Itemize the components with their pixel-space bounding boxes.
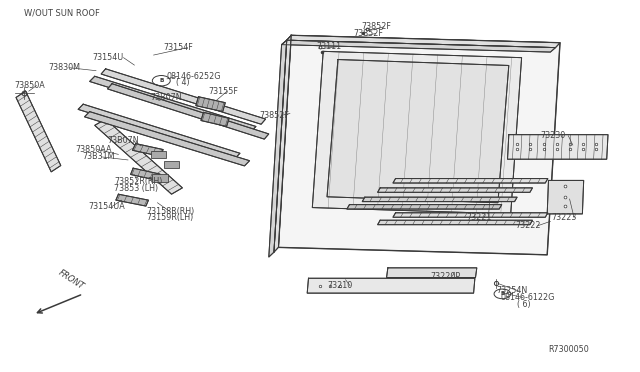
Polygon shape [278, 35, 560, 255]
Polygon shape [152, 174, 168, 182]
Polygon shape [393, 213, 548, 217]
Text: W/OUT SUN ROOF: W/OUT SUN ROOF [24, 9, 100, 17]
Text: 73230: 73230 [541, 131, 566, 140]
Text: 73111: 73111 [317, 42, 342, 51]
Text: 73852F: 73852F [362, 22, 392, 31]
Polygon shape [378, 220, 532, 225]
Text: ( 6): ( 6) [517, 300, 531, 309]
Polygon shape [151, 151, 166, 158]
Polygon shape [327, 60, 509, 203]
Text: 73154F: 73154F [163, 43, 193, 52]
Polygon shape [393, 179, 548, 183]
Polygon shape [108, 84, 269, 139]
Text: 73254N: 73254N [496, 286, 527, 295]
Text: 73850AA: 73850AA [76, 145, 112, 154]
Polygon shape [387, 268, 477, 278]
Text: 73220P: 73220P [430, 272, 460, 280]
Text: 73158R(RH): 73158R(RH) [146, 207, 194, 216]
Polygon shape [312, 51, 522, 214]
Polygon shape [362, 197, 517, 202]
Text: R7300050: R7300050 [548, 344, 589, 353]
Text: 73B07N: 73B07N [108, 136, 139, 145]
Polygon shape [196, 97, 225, 112]
Text: 73159R(LH): 73159R(LH) [146, 214, 193, 222]
Text: 73830M: 73830M [48, 63, 80, 72]
Polygon shape [269, 40, 287, 257]
Text: 73852F: 73852F [353, 29, 383, 38]
Text: B: B [159, 78, 163, 83]
Polygon shape [90, 76, 256, 132]
Polygon shape [164, 161, 179, 168]
Polygon shape [201, 112, 229, 126]
Text: 08146-6252G: 08146-6252G [166, 72, 221, 81]
Polygon shape [274, 35, 291, 252]
Text: 08146-6122G: 08146-6122G [500, 293, 555, 302]
Text: 73850A: 73850A [14, 81, 45, 90]
Polygon shape [287, 35, 560, 48]
Text: 73221: 73221 [466, 213, 492, 222]
Polygon shape [131, 168, 160, 180]
Polygon shape [347, 205, 502, 209]
Polygon shape [101, 69, 266, 124]
Polygon shape [508, 135, 608, 159]
Text: 73B07N: 73B07N [150, 93, 182, 102]
Polygon shape [132, 144, 163, 156]
Polygon shape [378, 188, 532, 192]
Polygon shape [282, 40, 556, 52]
Polygon shape [16, 91, 61, 172]
Text: 73223: 73223 [552, 213, 577, 222]
Text: 73B31M: 73B31M [82, 153, 115, 161]
Polygon shape [95, 119, 182, 194]
Text: ( 4): ( 4) [176, 78, 189, 87]
Polygon shape [84, 112, 250, 166]
Text: 73852R(RH): 73852R(RH) [114, 177, 163, 186]
Text: FRONT: FRONT [57, 269, 86, 292]
Text: 73155F: 73155F [208, 87, 238, 96]
Text: 73222: 73222 [515, 221, 541, 230]
Polygon shape [116, 194, 148, 206]
Text: 73853 (LH): 73853 (LH) [114, 184, 158, 193]
Text: 73852F: 73852F [259, 111, 289, 120]
Text: B: B [500, 291, 504, 296]
Text: 73154UA: 73154UA [88, 202, 125, 211]
Polygon shape [307, 278, 475, 293]
Polygon shape [78, 104, 240, 158]
Text: 73210: 73210 [328, 281, 353, 290]
Text: 73154U: 73154U [93, 53, 124, 62]
Polygon shape [547, 180, 584, 214]
